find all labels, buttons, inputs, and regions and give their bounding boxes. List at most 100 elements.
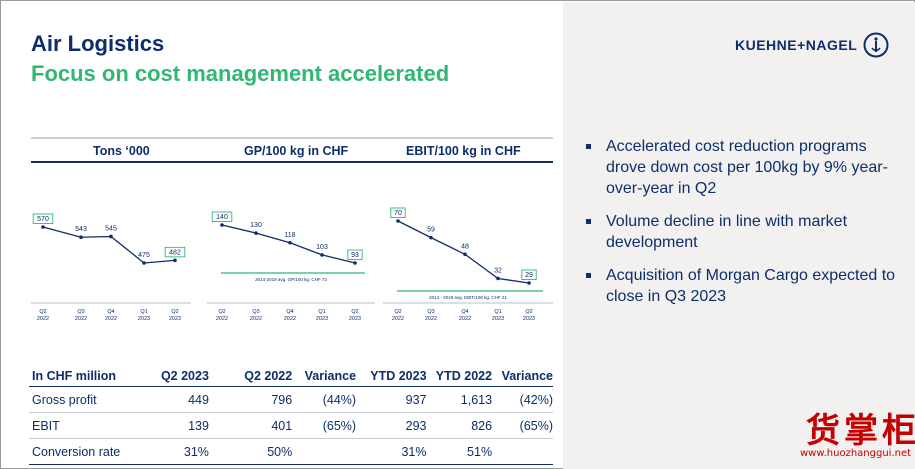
tick-label: 2022 [284,316,296,322]
tick-label: Q2 [394,309,401,315]
tick-label: 2023 [138,316,150,322]
table-cell: EBIT [29,412,142,439]
table-cell [292,438,357,465]
series-line [397,220,530,284]
col-header: Variance [492,365,553,387]
tick-label: 2022 [392,316,404,322]
data-point [109,234,113,239]
tick-label: Q1 [494,309,501,315]
logo-text: KUEHNE+NAGEL [735,37,858,53]
bullet-list: Accelerated cost reduction programs drov… [584,136,899,319]
tick-label: Q1 [140,309,147,315]
table-cell: 50% [208,438,293,465]
bullet-square-icon [586,273,591,278]
tick-label: Q4 [107,309,114,315]
table-cell: (65%) [492,412,553,439]
tick-label: Q4 [286,309,293,315]
data-point [429,235,433,240]
reference-line-label: 2014-2019 avg. GP/100 kg: CHF 73 [255,277,327,282]
table-cell: 1,613 [426,386,493,413]
tick-label: Q2 [525,309,532,315]
col-header: Q2 2022 [208,365,293,387]
table-header-row: In CHF million Q2 2023 Q2 2022 Variance … [29,365,553,387]
table-cell: 51% [426,438,493,465]
data-label: 93 [351,252,359,259]
tick-label: 2022 [75,316,87,322]
data-label-box [390,207,406,218]
watermark-url: www.huozhanggui.net [800,448,912,459]
data-point [142,261,146,265]
data-point [288,240,292,245]
bullet-item: Acquisition of Morgan Cargo expected to … [584,265,899,307]
table-row: Conversion rate 31% 50% 31% 51% [29,438,553,465]
data-label: 70 [394,210,402,217]
tick-label: Q3 [252,309,259,315]
table-cell: 31% [141,438,209,465]
data-point [79,235,83,240]
tick-label: Q2 [351,309,358,315]
page-subtitle: Focus on cost management accelerated [31,61,450,86]
table-cell: 449 [141,386,209,413]
bullet-square-icon [586,144,591,149]
table-cell: Conversion rate [29,438,142,465]
watermark: 货 掌 柜 www.huozhanggui.net [786,401,915,467]
tick-label: Q2 [171,309,178,315]
tick-label: 2023 [492,316,504,322]
tick-label: Q2 [218,309,225,315]
data-label-box [164,246,186,258]
reference-line-label: 2014 - 2019 avg. EBIT/100 kg: CHF 21 [429,295,507,300]
table-cell: 937 [356,386,427,413]
table-cell: 139 [141,412,209,439]
data-label-box [211,211,233,222]
table-cell: (44%) [292,386,357,413]
table-row: Gross profit 449 796 (44%) 937 1,613 (42… [29,386,553,413]
tick-label: 2022 [105,316,117,322]
table-cell: (42%) [492,386,553,413]
table-cell: (65%) [292,412,357,439]
tick-label: 2023 [316,316,328,322]
data-label: 48 [461,243,469,250]
tick-label: Q4 [461,309,468,315]
bullet-square-icon [586,219,591,224]
data-point [527,281,531,285]
tick-label: Q3 [77,309,84,315]
table-cell: 293 [356,412,427,439]
data-label: 118 [284,232,295,239]
data-point [220,223,224,227]
financial-table: In CHF million Q2 2023 Q2 2022 Variance … [29,365,553,465]
data-point [254,231,258,235]
data-label-box [521,269,537,280]
data-point [396,219,400,223]
col-header: YTD 2023 [356,365,427,387]
data-label: 475 [138,252,150,259]
table-cell: 826 [426,412,493,439]
tick-label: 2023 [169,316,181,322]
tick-label: 2023 [523,316,535,322]
data-label: 140 [216,214,228,221]
data-point [463,252,467,257]
tick-label: 2022 [459,316,471,322]
table-cell: 31% [356,438,427,465]
page-title: Air Logistics [31,31,165,56]
col-header: In CHF million [29,365,142,387]
tick-label: Q2 [39,309,46,315]
data-label: 29 [525,272,533,279]
watermark-chars: 货 掌 柜 [806,411,915,451]
tick-label: 2022 [425,316,437,322]
chart-title-tons: Tons ‘000 [93,144,150,158]
chart-title-ebit: EBIT/100 kg in CHF [406,144,521,158]
company-logo: KUEHNE+NAGEL [735,31,889,59]
table-cell [492,438,553,465]
data-label: 545 [105,225,117,232]
col-header: Variance [292,365,357,387]
chart-title-gp: GP/100 kg in CHF [244,144,349,158]
data-point [173,258,177,263]
table-cell: Gross profit [29,386,142,413]
table-cell: 401 [208,412,293,439]
data-label: 543 [75,226,87,233]
tick-label: 2023 [349,316,361,322]
tick-label: 2022 [216,316,228,322]
data-label: 32 [494,267,502,274]
